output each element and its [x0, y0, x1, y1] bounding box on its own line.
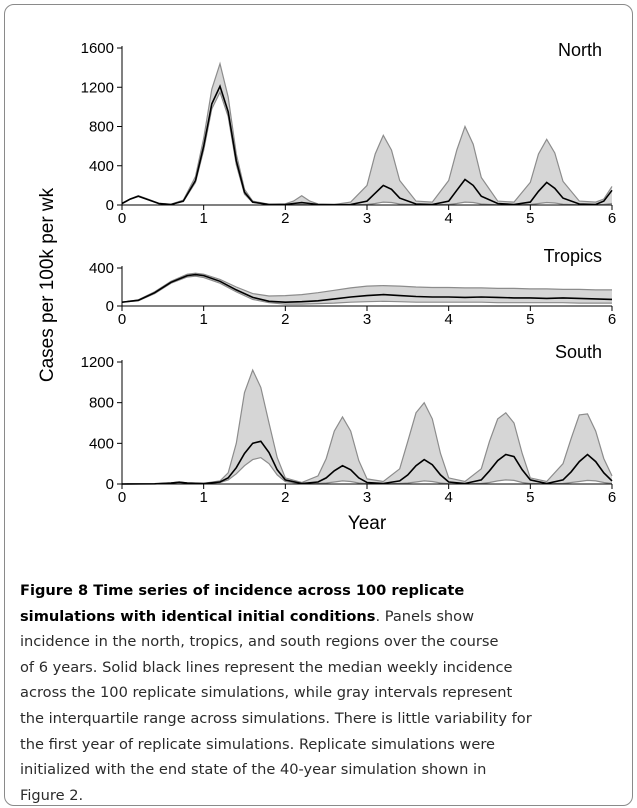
tropics-iqr-band: [122, 273, 612, 305]
north-y-tick-label: 1600: [81, 40, 114, 57]
tropics-x-tick-label: 0: [118, 311, 126, 328]
tropics-q3-line: [121, 272, 612, 303]
north-q3-line: [121, 61, 613, 206]
north-x-tick-label: 2: [281, 210, 289, 227]
tropics-x-tick-label: 4: [444, 311, 452, 328]
tropics-x-tick-label: 5: [526, 311, 534, 328]
caption-line-8: initialized with the end state of the 40…: [20, 761, 487, 779]
tropics-x-tick-label: 6: [608, 311, 616, 328]
caption-panels-show: . Panels show: [375, 607, 475, 625]
x-axis-label: Year: [348, 513, 387, 534]
north-iqr-band: [122, 63, 612, 205]
caption-line-2: simulations with identical initial condi…: [20, 604, 620, 630]
south-panel-title: South: [555, 342, 602, 362]
north-panel-title: North: [558, 40, 602, 60]
caption-bold-line-1: Figure 8 Time series of incidence across…: [20, 582, 465, 599]
caption-line-9: Figure 2.: [20, 786, 84, 804]
caption-line-7: the first year of replicate simulations.…: [20, 735, 495, 753]
south-iqr-band: [122, 370, 612, 484]
south-y-tick-label: 400: [89, 435, 114, 452]
caption-line-4: of 6 years. Solid black lines represent …: [20, 658, 513, 676]
tropics-y-tick-label: 400: [89, 260, 114, 277]
south-y-tick-label: 1200: [81, 354, 114, 371]
south-y-tick-label: 0: [106, 476, 114, 493]
north-median-line: [121, 84, 613, 206]
caption-bold-line-2: simulations with identical initial condi…: [20, 607, 376, 625]
tropics-x-tick-label: 1: [199, 311, 207, 328]
south-q3-line: [121, 368, 613, 485]
north-x-tick-label: 1: [199, 210, 207, 227]
figure-caption: Figure 8 Time series of incidence across…: [20, 578, 620, 808]
tropics-panel-title: Tropics: [544, 246, 602, 266]
tropics-x-tick-label: 3: [363, 311, 371, 328]
north-x-tick-label: 4: [444, 210, 452, 227]
south-x-tick-label: 0: [118, 489, 126, 506]
y-axis-label: Cases per 100k per wk: [37, 187, 58, 382]
north-y-tick-label: 800: [89, 119, 114, 136]
caption-line-3: incidence in the north, tropics, and sou…: [20, 633, 499, 651]
south-x-tick-label: 2: [281, 489, 289, 506]
south-y-tick-label: 800: [89, 395, 114, 412]
south-x-tick-label: 4: [444, 489, 452, 506]
north-x-tick-label: 3: [363, 210, 371, 227]
south-x-tick-label: 1: [199, 489, 207, 506]
caption-line-1: Figure 8 Time series of incidence across…: [20, 578, 620, 604]
caption-line-6: the interquartile range across simulatio…: [20, 709, 532, 727]
north-x-tick-label: 6: [608, 210, 616, 227]
tropics-y-tick-label: 0: [106, 298, 114, 315]
north-y-tick-label: 400: [89, 158, 114, 175]
north-x-tick-label: 5: [526, 210, 534, 227]
tropics-median-line: [121, 273, 613, 304]
north-y-tick-label: 0: [106, 197, 114, 214]
tropics-q1-line: [121, 275, 612, 305]
south-x-tick-label: 3: [363, 489, 371, 506]
south-x-tick-label: 6: [608, 489, 616, 506]
caption-line-5: across the 100 replicate simulations, wh…: [20, 684, 513, 702]
north-x-tick-label: 0: [118, 210, 126, 227]
tropics-x-tick-label: 2: [281, 311, 289, 328]
south-x-tick-label: 5: [526, 489, 534, 506]
north-y-tick-label: 1200: [81, 79, 114, 96]
